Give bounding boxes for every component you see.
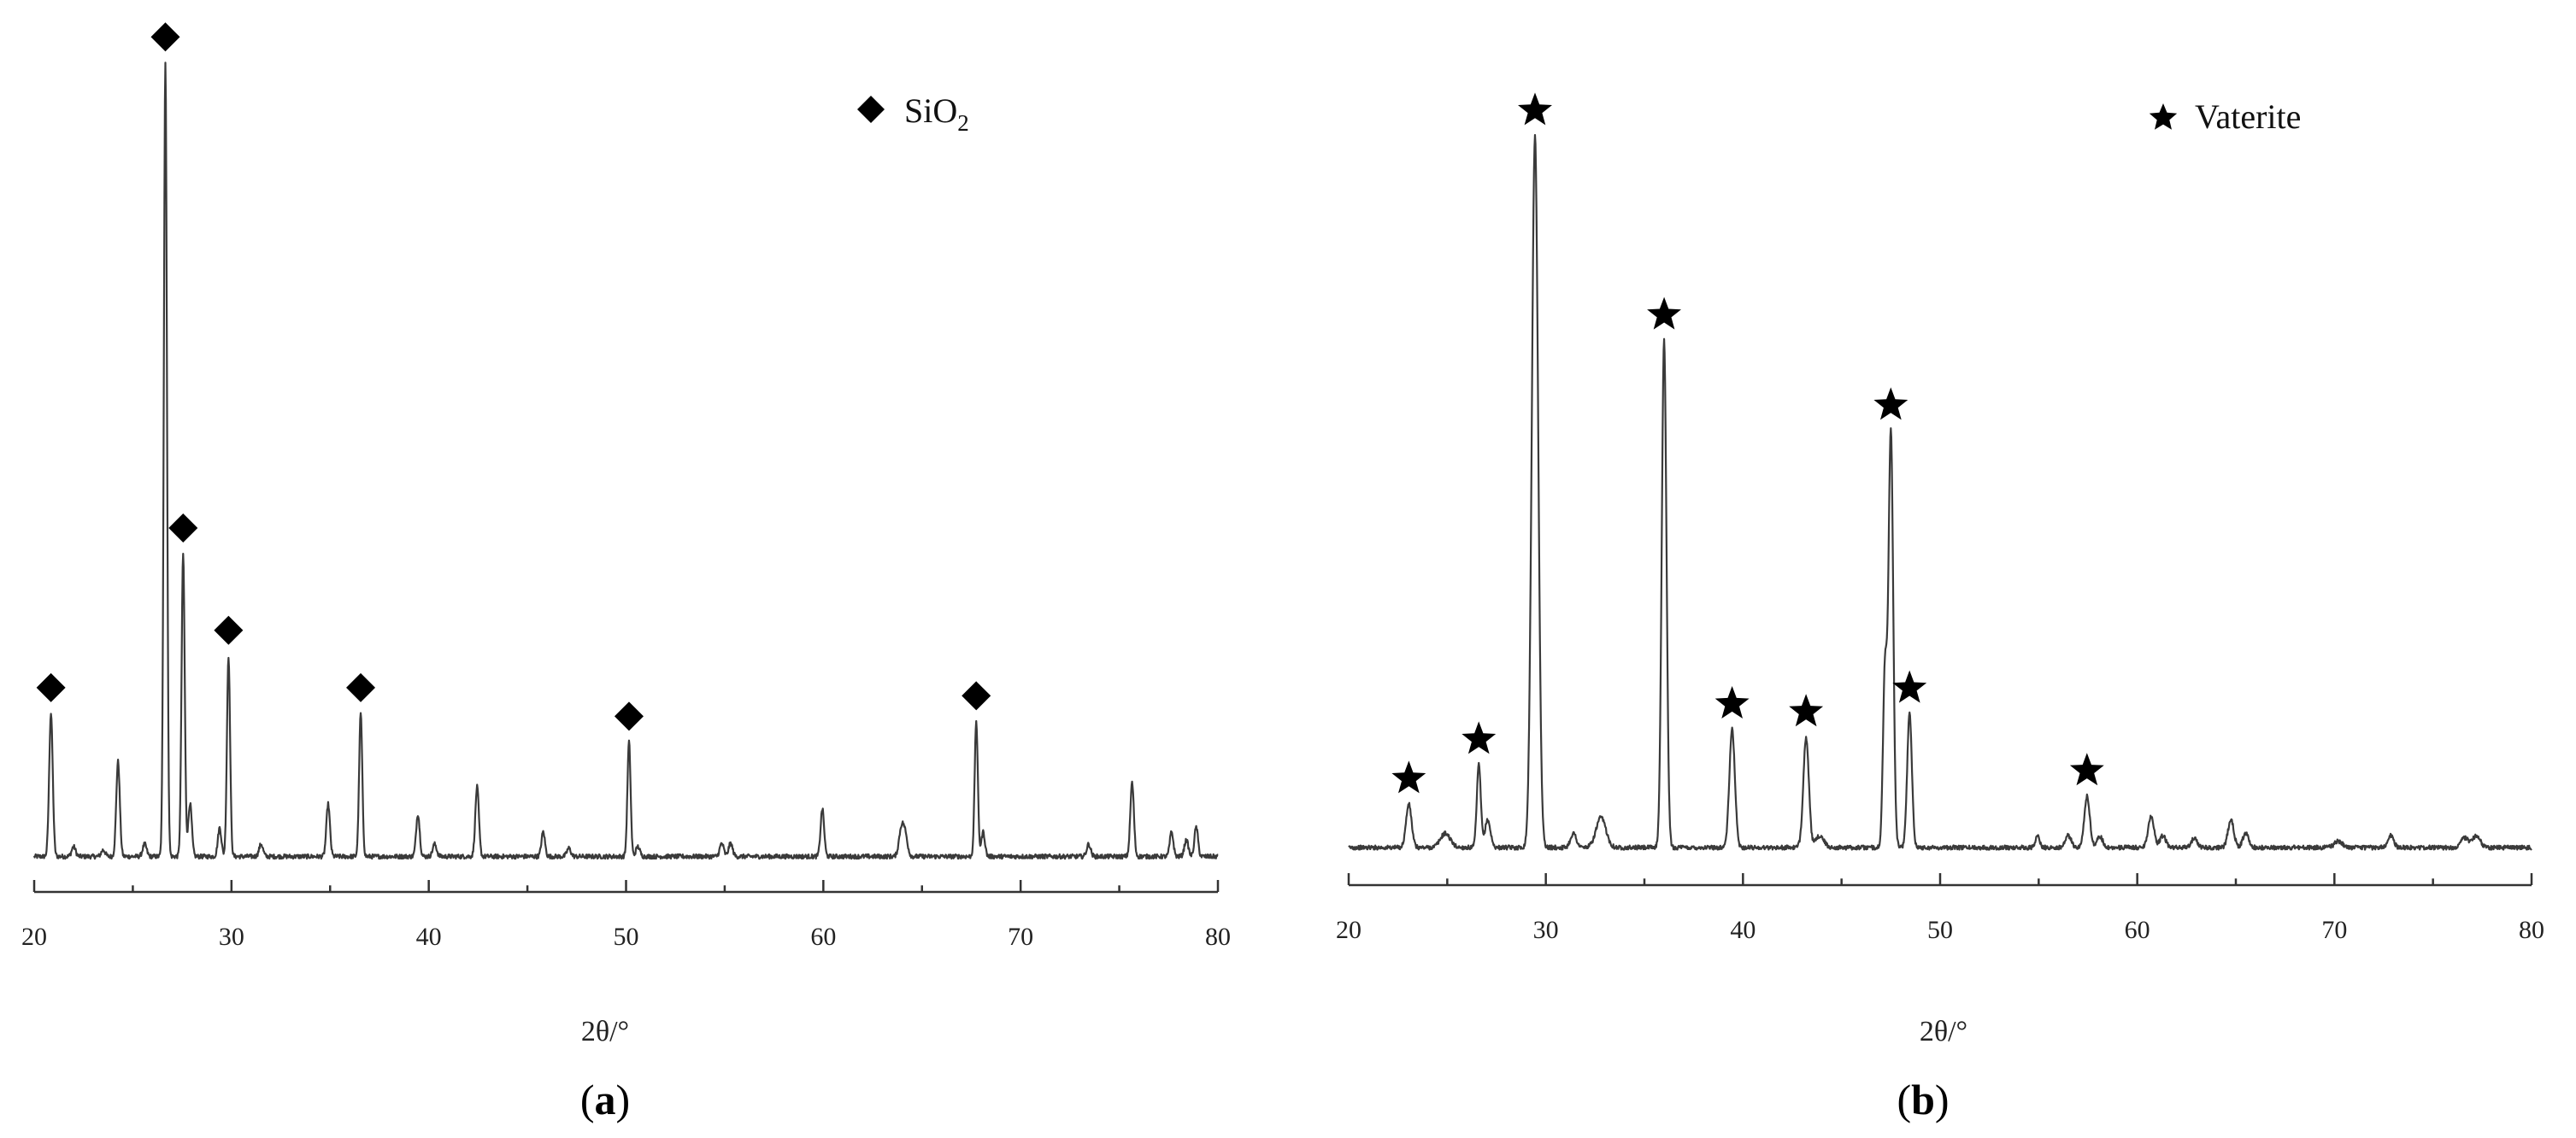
panel-b-peak-star-icon [1892,670,1927,703]
panel-b-legend-label-main: Vaterite [2195,97,2301,136]
panel-a-peak-diamond-icon [614,701,644,731]
panel-a-trace-layer [32,62,1219,860]
panel-b-x-tick-label: 70 [2321,916,2347,944]
panel-b-label-close-paren: ) [1935,1076,1950,1123]
panel-b-peak-star-icon [1647,296,1681,330]
panel-a-peak-diamond-icon [150,22,180,52]
panel-b-peak-star-icon [2069,753,2104,786]
panel-a-peak-diamond-icon [346,672,376,702]
panel-b-x-tick-label: 80 [2519,916,2544,944]
panel-a-peak-diamond-icon [36,672,66,702]
panel-b-marker-layer [1391,92,2104,794]
panel-b-series-line [1348,133,2532,851]
panel-b-x-tick-label: 40 [1730,916,1756,944]
panel-a-series-line [32,62,1219,860]
panel-b-x-tick-label: 60 [2125,916,2150,944]
panel-b-trace-layer [1348,133,2532,851]
panel-a-x-tick-label: 40 [416,923,442,951]
panel-a-chart: 20 30 40 50 60 70 80 2θ/° SiO2 (a) [21,22,1231,1123]
panel-a-x-tick-label: 20 [21,923,47,951]
panel-b-x-tick-label: 50 [1927,916,1953,944]
panel-b-label-letter: b [1911,1076,1935,1123]
panel-b-label: (b) [1897,1076,1949,1123]
panel-b-chart: 20 30 40 50 60 70 80 2θ/° Vaterite (b) [1336,92,2544,1123]
panel-a-legend-label-subscript: 2 [957,110,969,136]
panel-a-label-close-paren: ) [616,1076,631,1123]
panel-a-marker-layer [36,22,991,731]
panel-b-peak-star-icon [1789,694,1824,727]
panel-a-legend-diamond-icon [857,96,885,123]
panel-b-legend-label: Vaterite [2195,97,2301,136]
panel-b-x-tick-label: 20 [1336,916,1362,944]
panel-a-legend: SiO2 [857,91,969,136]
panel-a-peak-diamond-icon [168,513,198,543]
panel-b-peak-star-icon [1873,387,1908,420]
panel-b-peak-star-icon [1518,92,1552,126]
panel-b-x-tick-label: 30 [1533,916,1559,944]
panel-a-x-tick-label: 60 [810,923,836,951]
panel-a-x-axis-title: 2θ/° [581,1016,629,1047]
panel-a-x-axis: 20 30 40 50 60 70 80 [21,880,1231,951]
panel-a-peak-diamond-icon [962,681,991,711]
panel-b-peak-star-icon [1391,760,1426,794]
panel-b-peak-star-icon [1461,721,1497,754]
panel-a-label: (a) [580,1076,630,1123]
panel-a-label-letter: a [595,1076,616,1123]
panel-b-label-open-paren: ( [1897,1076,1911,1123]
panel-a-peak-diamond-icon [214,615,244,645]
panel-a-label-open-paren: ( [580,1076,595,1123]
panel-a-legend-label: SiO2 [904,91,969,136]
panel-a-legend-label-main: SiO [904,91,957,130]
panel-a-x-tick-label: 80 [1205,923,1231,951]
panel-b-legend: Vaterite [2149,97,2301,136]
panel-b-x-axis-title: 2θ/° [1920,1016,1967,1047]
panel-b-x-axis: 20 30 40 50 60 70 80 [1336,873,2544,944]
panel-a-x-tick-label: 30 [219,923,244,951]
panel-b-legend-star-icon [2149,103,2178,130]
panel-a-x-tick-label: 70 [1008,923,1033,951]
panel-b-peak-star-icon [1714,686,1750,719]
panel-a-x-tick-label: 50 [614,923,639,951]
